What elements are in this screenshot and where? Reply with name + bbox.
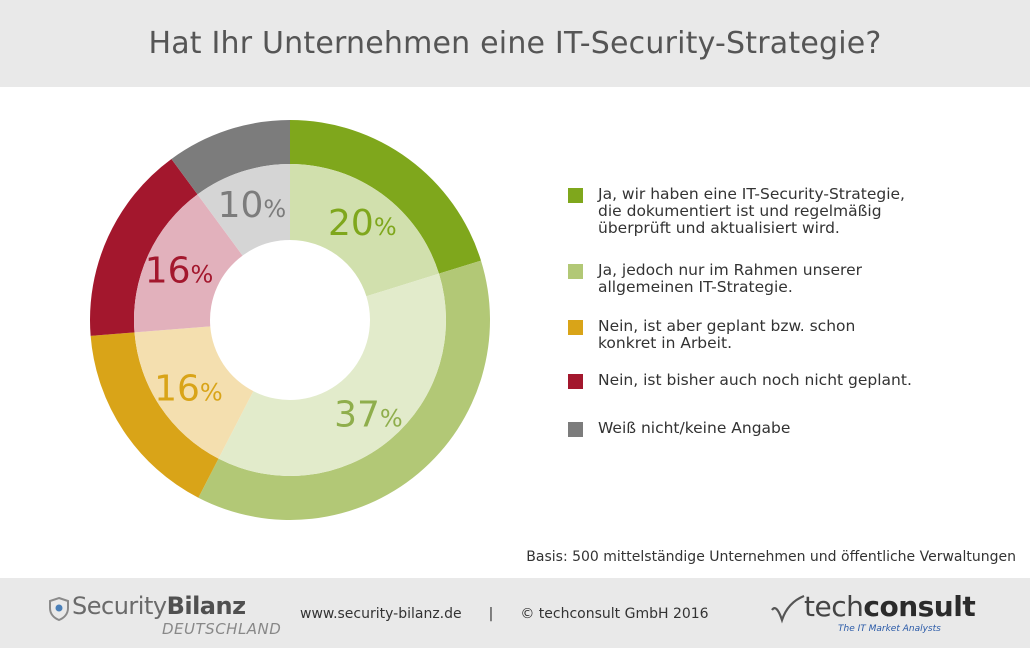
legend-label-1: Ja, jedoch nur im Rahmen unserer allgeme… (598, 261, 862, 296)
footer-separator: | (488, 606, 494, 622)
legend-label-0: Ja, wir haben eine IT-Security-Strategie… (598, 185, 905, 237)
slice-label-2: 16% (154, 369, 223, 410)
footer-credits: www.security-bilanz.de | © techconsult Gmb… (300, 606, 709, 622)
donut-chart: 20%37%16%16%10% (90, 120, 490, 520)
legend-item-4: Weiß nicht/keine Angabe (568, 420, 790, 437)
legend-item-3: Nein, ist bisher auch noch nicht geplant… (568, 372, 912, 389)
slice-outer-2 (90, 332, 219, 498)
legend-item-0: Ja, wir haben eine IT-Security-Strategie… (568, 186, 905, 237)
slice-outer-0 (290, 120, 481, 274)
brand-right-tagline: The IT Market Analysts (838, 624, 941, 634)
legend-label-4: Weiß nicht/keine Angabe (598, 419, 791, 437)
slice-inner-4 (197, 164, 290, 256)
legend-item-1: Ja, jedoch nur im Rahmen unserer allgeme… (568, 262, 862, 296)
slice-label-1: 37% (334, 394, 403, 435)
legend-item-2: Nein, ist aber geplant bzw. schon konkre… (568, 318, 855, 352)
slice-inner-0 (290, 164, 439, 297)
swoosh-logo-icon (771, 594, 805, 624)
legend-label-2: Nein, ist aber geplant bzw. schon konkre… (598, 317, 856, 352)
copyright-text: © techconsult GmbH 2016 (520, 606, 709, 622)
slice-outer-1 (198, 260, 490, 520)
legend-swatch-2 (568, 320, 583, 335)
footer: SecurityBilanz DEUTSCHLAND www.security-… (0, 578, 1030, 648)
legend-swatch-0 (568, 188, 583, 203)
legend-swatch-3 (568, 374, 583, 389)
title-bar: Hat Ihr Unternehmen eine IT-Security-Str… (0, 0, 1030, 87)
brand-right-name: techconsult (804, 590, 976, 623)
slice-outer-3 (90, 158, 198, 336)
brand-left-name: SecurityBilanz (72, 592, 246, 620)
security-bilanz-logo: SecurityBilanz DEUTSCHLAND (46, 592, 286, 640)
basis-note: Basis: 500 mittelständige Unternehmen un… (526, 549, 1016, 565)
slice-inner-2 (134, 326, 254, 459)
page-title: Hat Ihr Unternehmen eine IT-Security-Str… (148, 26, 882, 61)
slice-inner-3 (134, 194, 243, 333)
slice-outer-4 (171, 120, 290, 195)
slice-label-4: 10% (218, 185, 287, 226)
brand-left-sub: DEUTSCHLAND (162, 620, 282, 638)
legend-label-3: Nein, ist bisher auch noch nicht geplant… (598, 371, 912, 389)
shield-logo-icon (49, 596, 69, 622)
website-link[interactable]: www.security-bilanz.de (300, 606, 462, 622)
slice-label-0: 20% (328, 203, 397, 244)
legend-swatch-4 (568, 422, 583, 437)
techconsult-logo: techconsult The IT Market Analysts (770, 590, 980, 640)
slice-inner-1 (218, 273, 446, 476)
slice-label-3: 16% (145, 250, 214, 291)
legend-swatch-1 (568, 264, 583, 279)
